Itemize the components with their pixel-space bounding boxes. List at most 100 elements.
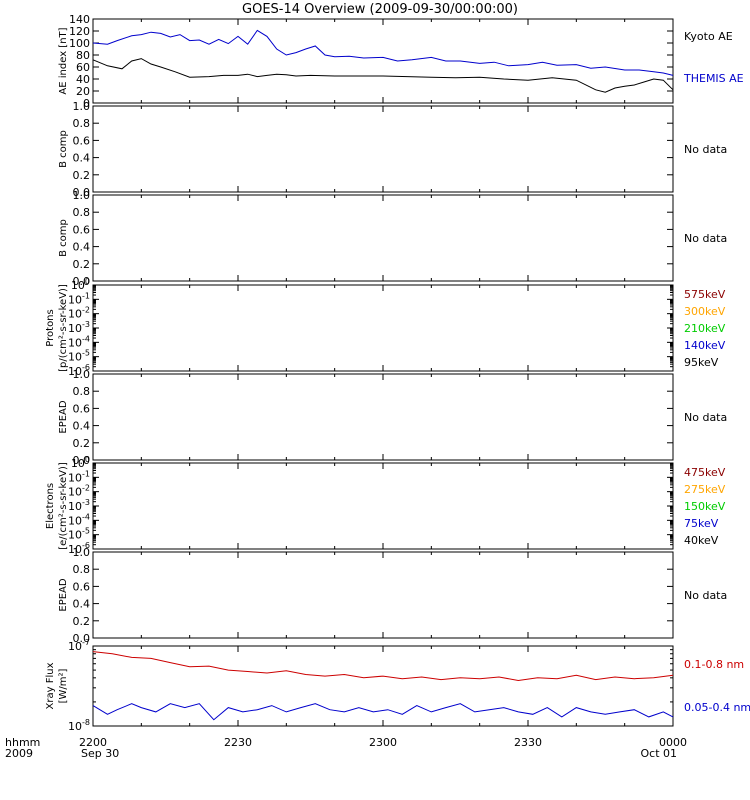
panel-frame (92, 18, 674, 104)
y-axis-label: AE index [nT] (58, 27, 69, 94)
y-tick-label: 0.8 (73, 117, 91, 130)
panel-frame (92, 462, 674, 550)
series-line-2 (92, 703, 674, 721)
panel-3: B comp 0.0 0.2 0.4 0.6 0.8 1.0 No data (58, 189, 727, 288)
no-data-note: No data (684, 143, 727, 156)
y-tick-label: 10-5 (68, 527, 90, 542)
y-tick-label: 0.2 (73, 258, 91, 271)
y-tick-label: 0.8 (73, 385, 91, 398)
y-tick-label: 0.4 (73, 241, 91, 254)
y-tick-label: 10-3 (68, 320, 90, 335)
legend-entry: 0.1-0.8 nm (684, 658, 744, 671)
y-axis-label-units: [W/m²] (58, 668, 69, 703)
y-axis-label: Xray Flux (45, 662, 56, 709)
y-tick-label: 1.0 (73, 368, 91, 381)
y-tick-label: 0.6 (73, 223, 91, 236)
y-tick-label: 10-4 (68, 334, 90, 349)
panel-frame (92, 551, 674, 639)
panel-frame (92, 194, 674, 282)
y-tick-label: 0 (83, 97, 90, 110)
y-tick-label: 10-2 (68, 484, 90, 499)
legend-entry: Kyoto AE (684, 30, 733, 43)
y-tick-label: 0.0 (73, 275, 91, 288)
y-tick-label: 100 (71, 277, 90, 292)
panel-5: EPEAD 0.0 0.2 0.4 0.6 0.8 1.0 No data (58, 368, 727, 467)
legend-entry: 140keV (684, 339, 726, 352)
y-tick-label: 0.0 (73, 186, 91, 199)
y-tick-label: 10-7 (68, 638, 90, 653)
y-tick-label: 80 (76, 49, 90, 62)
y-axis-label: B comp (58, 130, 69, 168)
y-tick-label: 10-8 (68, 718, 90, 733)
y-tick-label: 140 (69, 13, 90, 26)
no-data-note: No data (684, 589, 727, 602)
y-axis-label-units: [e/(cm²-s-sr-keV)] (58, 462, 69, 550)
y-tick-label: 0.0 (73, 632, 91, 645)
x-tick-label: 2300 (369, 736, 397, 749)
y-tick-label: 1.0 (73, 100, 91, 113)
y-tick-label: 10-3 (68, 498, 90, 513)
y-tick-label: 10-6 (68, 541, 90, 556)
y-tick-label: 0.8 (73, 563, 91, 576)
panel-frame (92, 645, 674, 727)
y-tick-label: 0.2 (73, 437, 91, 450)
y-tick-label: 0.0 (73, 454, 91, 467)
legend-entry: 150keV (684, 500, 726, 513)
y-axis-label: Electrons (45, 483, 56, 529)
y-tick-label: 10-2 (68, 306, 90, 321)
time-axis-row-sublabel: 2009 (5, 747, 33, 760)
y-axis-label: EPEAD (58, 578, 69, 612)
y-tick-label: 0.2 (73, 615, 91, 628)
no-data-note: No data (684, 232, 727, 245)
x-tick-label: 2330 (514, 736, 542, 749)
legend-entry: 95keV (684, 356, 719, 369)
y-tick-label: 0.6 (73, 580, 91, 593)
y-tick-label: 60 (76, 61, 90, 74)
y-axis-label: Protons (45, 309, 56, 346)
y-tick-label: 1.0 (73, 189, 91, 202)
legend-entry: 210keV (684, 322, 726, 335)
y-tick-label: 0.4 (73, 598, 91, 611)
panel-frame (92, 284, 674, 372)
y-tick-label: 10-1 (68, 469, 90, 484)
y-tick-label: 0.2 (73, 169, 91, 182)
x-tick-sublabel: Sep 30 (81, 747, 119, 760)
panel-4: Protons [p/(cm²-s-sr-keV)] 10-610-510-410-… (45, 277, 726, 378)
legend-entry: 300keV (684, 305, 726, 318)
y-tick-label: 20 (76, 85, 90, 98)
legend-entry: 75keV (684, 517, 719, 530)
y-tick-label: 40 (76, 73, 90, 86)
y-tick-label: 0.8 (73, 206, 91, 219)
legend-entry: THEMIS AE (683, 72, 744, 85)
panel-8: Xray Flux [W/m²] 10-8 10-7 0.1-0.8 nm 0.05-0.… (45, 638, 750, 733)
y-tick-label: 10-6 (68, 363, 90, 378)
y-tick-label: 0.4 (73, 420, 91, 433)
y-tick-label: 0.6 (73, 134, 91, 147)
y-tick-label: 100 (69, 37, 90, 50)
x-tick-sublabel: Oct 01 (640, 747, 677, 760)
y-tick-label: 10-1 (68, 291, 90, 306)
no-data-note: No data (684, 411, 727, 424)
y-tick-label: 10-5 (68, 349, 90, 364)
panel-7: EPEAD 0.0 0.2 0.4 0.6 0.8 1.0 No data (58, 546, 727, 645)
legend-entry: 575keV (684, 288, 726, 301)
series-line-1 (92, 651, 674, 682)
y-axis-label: EPEAD (58, 400, 69, 434)
series-line-2 (92, 29, 674, 76)
x-tick-label: 2230 (224, 736, 252, 749)
x-tick-label: 2200 (79, 736, 107, 749)
panel-6: Electrons [e/(cm²-s-sr-keV)] 10-610-510-41… (45, 455, 726, 556)
y-axis-label-units: [p/(cm²-s-sr-keV)] (58, 284, 69, 372)
y-tick-label: 1.0 (73, 546, 91, 559)
y-tick-label: 10-4 (68, 512, 90, 527)
time-axis-row-label: hhmm (5, 736, 40, 749)
y-axis-label: B comp (58, 219, 69, 257)
legend-entry: 275keV (684, 483, 726, 496)
legend-entry: 475keV (684, 466, 726, 479)
y-tick-label: 0.6 (73, 402, 91, 415)
series-line-1 (92, 58, 674, 93)
y-tick-label: 0.4 (73, 152, 91, 165)
